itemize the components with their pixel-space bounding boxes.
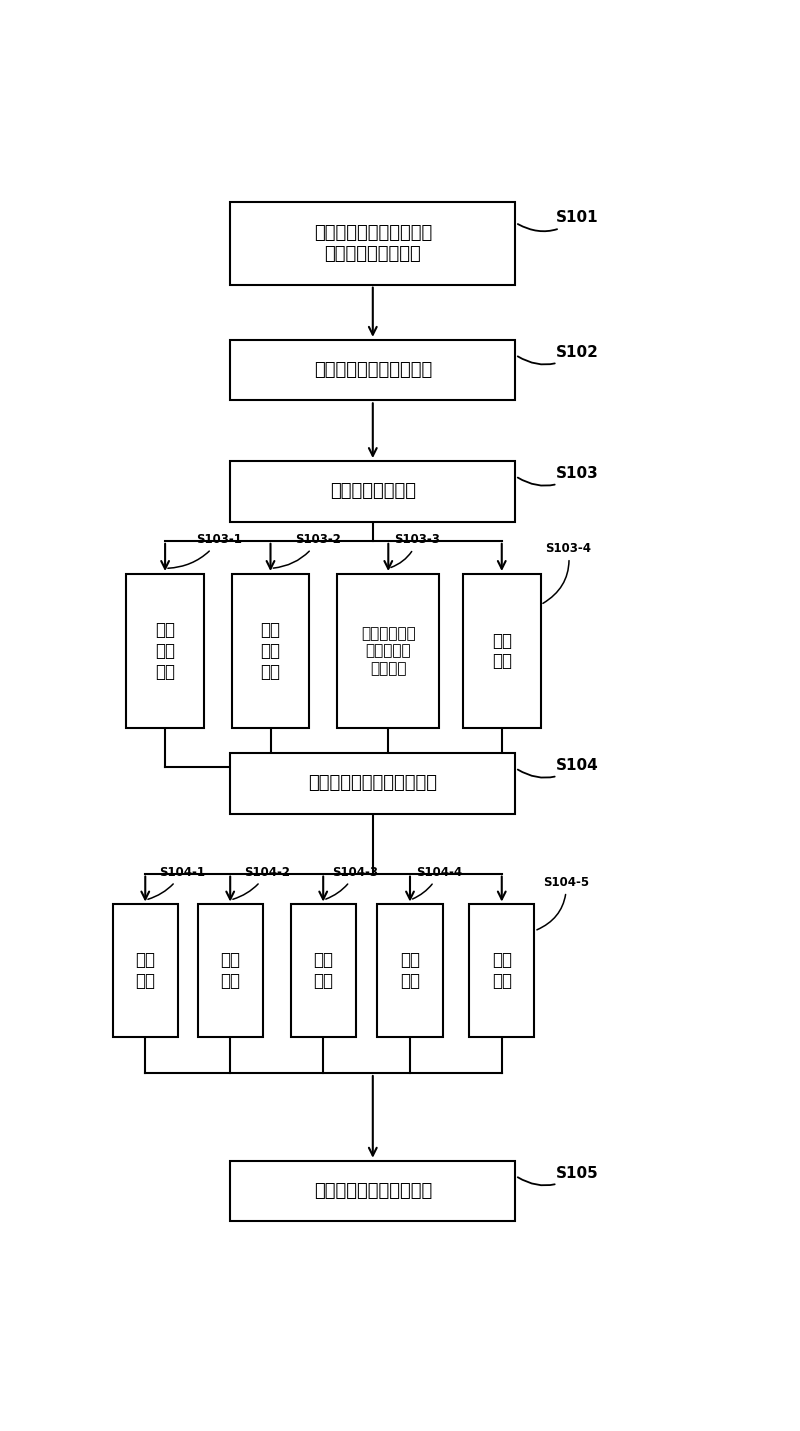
Text: 打印校准证书和测试证书: 打印校准证书和测试证书 (314, 1182, 432, 1201)
Text: 电压对所有电
流档位校准
电流相位: 电压对所有电 流档位校准 电流相位 (361, 627, 416, 675)
Text: S103: S103 (518, 467, 598, 485)
Bar (232, 574, 310, 728)
Bar (290, 904, 356, 1036)
Text: 幅值
复测: 幅值 复测 (135, 952, 155, 990)
Text: S104: S104 (518, 758, 598, 777)
Bar (113, 904, 178, 1036)
Text: S104-4: S104-4 (413, 866, 462, 899)
Text: 设置校准参数和校准方案: 设置校准参数和校准方案 (314, 361, 432, 379)
Text: S104-3: S104-3 (326, 866, 378, 899)
Bar (378, 904, 442, 1036)
Text: S103-4: S103-4 (543, 542, 591, 604)
Text: 相位
复测: 相位 复测 (220, 952, 240, 990)
Text: S103-3: S103-3 (391, 534, 440, 568)
Text: 频率
校准: 频率 校准 (492, 631, 512, 671)
Bar (230, 1161, 515, 1221)
Bar (230, 461, 515, 521)
Bar (230, 202, 515, 285)
Text: S104-2: S104-2 (233, 866, 290, 899)
Text: 校准
电流
幅值: 校准 电流 幅值 (261, 621, 281, 681)
Text: S104-5: S104-5 (537, 876, 590, 930)
Text: S102: S102 (518, 345, 598, 365)
Text: 对已校好仪器仪表复测指标: 对已校好仪器仪表复测指标 (308, 774, 438, 793)
Bar (230, 753, 515, 814)
Text: 频率
复测: 频率 复测 (400, 952, 420, 990)
Bar (126, 574, 204, 728)
Text: 将待校表放在校准装置上
按照校准模式，接线: 将待校表放在校准装置上 按照校准模式，接线 (314, 223, 432, 263)
Bar (230, 339, 515, 401)
Text: S103-1: S103-1 (168, 534, 242, 568)
Bar (463, 574, 541, 728)
Text: 标偏
测试: 标偏 测试 (492, 952, 512, 990)
Text: 功率
复测: 功率 复测 (314, 952, 333, 990)
Bar (198, 904, 262, 1036)
Bar (470, 904, 534, 1036)
Text: S101: S101 (518, 210, 598, 232)
Text: S103-2: S103-2 (274, 534, 341, 568)
Text: 校准
电压
幅值: 校准 电压 幅值 (155, 621, 175, 681)
Text: S104-1: S104-1 (148, 866, 205, 899)
Bar (337, 574, 439, 728)
Text: S105: S105 (518, 1166, 598, 1185)
Text: 校准待校仪器仪表: 校准待校仪器仪表 (330, 482, 416, 501)
